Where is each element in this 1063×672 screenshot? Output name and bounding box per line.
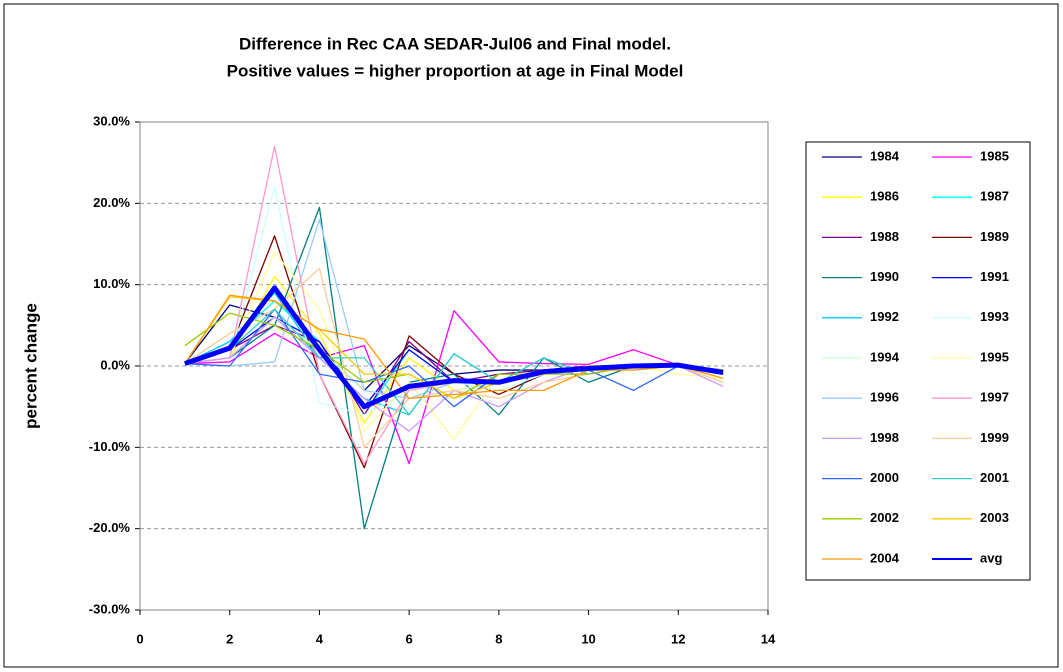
x-tick-label: 4: [316, 631, 324, 646]
x-tick-label: 6: [406, 631, 413, 646]
legend-label: 2003: [980, 510, 1009, 525]
legend-label: 1988: [870, 229, 899, 244]
legend-label: 2004: [870, 550, 900, 565]
legend-label: 2002: [870, 510, 899, 525]
y-axis-label: percent change: [21, 303, 40, 429]
y-tick-label: 10.0%: [93, 276, 130, 291]
y-tick-label: 20.0%: [93, 195, 130, 210]
legend-label: 1999: [980, 430, 1009, 445]
y-tick-label: -10.0%: [89, 439, 131, 454]
y-tick-label: 0.0%: [100, 357, 130, 372]
chart-subtitle: Positive values = higher proportion at a…: [227, 61, 684, 80]
legend-label: 1984: [870, 148, 900, 163]
x-tick-label: 8: [495, 631, 502, 646]
legend-label: 1996: [870, 390, 899, 405]
legend-label: avg: [980, 550, 1002, 565]
plot-border: [139, 121, 769, 611]
legend-label: 1986: [870, 189, 899, 204]
series-line: [184, 285, 724, 410]
x-tick-label: 10: [581, 631, 595, 646]
legend-label: 1991: [980, 269, 1009, 284]
legend-label: 1992: [870, 309, 899, 324]
legend-label: 1993: [980, 309, 1009, 324]
legend-label: 1987: [980, 189, 1009, 204]
legend-label: 1990: [870, 269, 899, 284]
legend-label: 1989: [980, 229, 1009, 244]
x-tick-label: 0: [136, 631, 143, 646]
legend-label: 1995: [980, 349, 1009, 364]
x-tick-label: 14: [761, 631, 776, 646]
legend-label: 1985: [980, 148, 1009, 163]
x-tick-label: 12: [671, 631, 685, 646]
legend-label: 1994: [870, 349, 900, 364]
x-tick-label: 2: [226, 631, 233, 646]
legend-label: 1997: [980, 390, 1009, 405]
y-tick-label: -30.0%: [89, 601, 131, 616]
y-tick-label: 30.0%: [93, 113, 130, 128]
legend-label: 2000: [870, 470, 899, 485]
chart-title: Difference in Rec CAA SEDAR-Jul06 and Fi…: [239, 34, 671, 53]
legend-box: [805, 141, 1031, 581]
series-line: [184, 310, 724, 465]
series-line: [184, 294, 724, 400]
y-tick-label: -20.0%: [89, 520, 131, 535]
legend-label: 2001: [980, 470, 1009, 485]
legend-label: 1998: [870, 430, 899, 445]
